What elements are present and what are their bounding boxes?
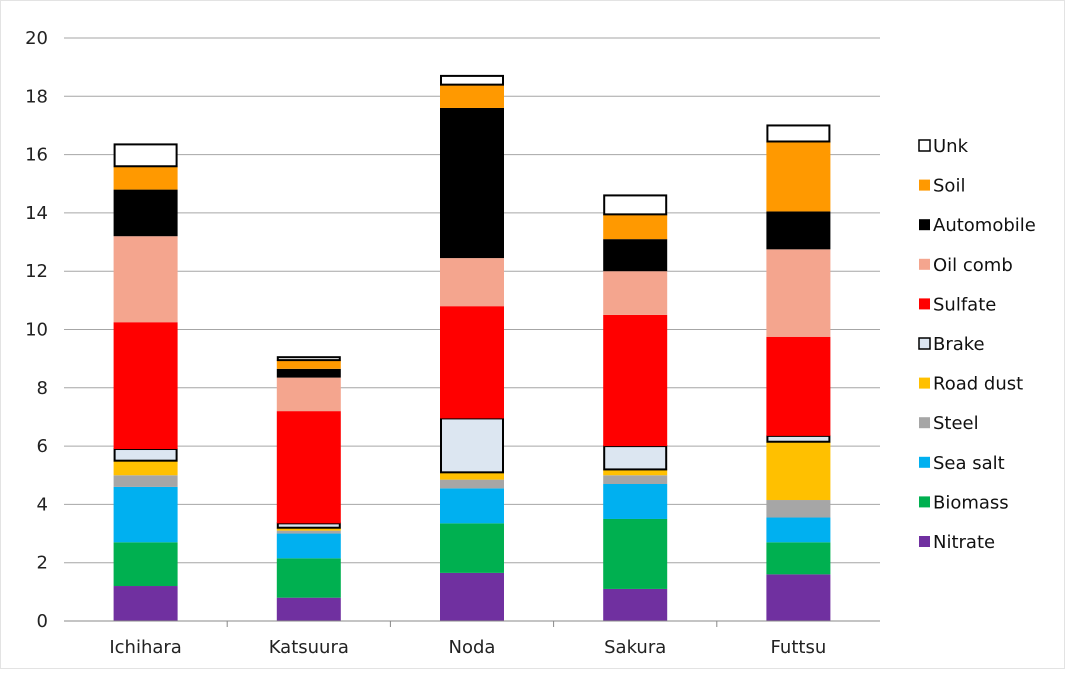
- legend-label-steel: Steel: [933, 413, 979, 434]
- bar-segment-biomass-noda: [440, 523, 504, 573]
- bar-segment-soil-ichihara: [113, 166, 178, 190]
- bar-segment-soil-katsuura: [276, 360, 341, 369]
- legend-swatch-sulfate: [919, 298, 930, 310]
- legend-swatch-oil-comb: [919, 258, 930, 270]
- bar-segment-steel-katsuura: [276, 530, 341, 534]
- bar-segment-nitrate-katsuura: [276, 597, 341, 621]
- y-tick-label: 4: [37, 494, 48, 515]
- legend-swatch-automobile: [919, 219, 930, 231]
- x-tick-label: Katsuura: [269, 637, 349, 658]
- y-tick-label: 6: [37, 436, 48, 457]
- bar-segment-road-dust-katsuura: [276, 527, 341, 531]
- bar-segment-sea-salt-ichihara: [113, 486, 178, 543]
- y-tick-label: 0: [37, 611, 48, 632]
- bar-segment-sulfate-noda: [440, 306, 504, 419]
- bar-segment-biomass-katsuura: [276, 558, 341, 598]
- bar-segment-sea-salt-futtsu: [766, 517, 831, 543]
- bar-segment-biomass-ichihara: [113, 542, 178, 587]
- bar-segment-soil-noda: [440, 84, 504, 108]
- y-tick-label: 18: [25, 86, 48, 107]
- bar-segment-road-dust-ichihara: [113, 460, 178, 476]
- bar-segment-automobile-sakura: [603, 239, 668, 272]
- bar-segment-automobile-ichihara: [113, 189, 178, 237]
- bar-segment-sulfate-ichihara: [113, 322, 178, 450]
- bar-segment-brake-katsuura: [276, 522, 341, 529]
- legend-label-nitrate: Nitrate: [933, 532, 995, 553]
- bar-segment-oil-comb-sakura: [603, 271, 668, 315]
- y-axis-tick-labels: 0 2 4 6 8 10 12 14 16 18 20: [25, 28, 48, 632]
- y-tick-label: 20: [25, 28, 48, 49]
- bar-segment-road-dust-noda: [440, 472, 504, 480]
- y-tick-label: 16: [25, 145, 48, 166]
- y-tick-label: 8: [37, 378, 48, 399]
- bar-segment-brake-futtsu: [766, 434, 831, 443]
- bar-segment-road-dust-sakura: [603, 469, 668, 476]
- x-axis: Ichihara Katsuura Noda Sakura Futtsu: [64, 620, 880, 658]
- bar-segment-automobile-futtsu: [766, 211, 831, 250]
- bar-segment-brake-noda: [440, 417, 504, 474]
- bar-segment-automobile-noda: [440, 107, 504, 259]
- legend-label-automobile: Automobile: [933, 215, 1036, 236]
- bar-segment-biomass-futtsu: [766, 542, 831, 575]
- legend-label-biomass: Biomass: [933, 492, 1009, 513]
- legend-label-oil-comb: Oil comb: [933, 255, 1013, 276]
- bar-segment-sulfate-futtsu: [766, 336, 831, 436]
- bar-segment-unk-noda: [440, 74, 504, 86]
- legend-label-soil: Soil: [933, 176, 965, 197]
- legend-swatch-nitrate: [919, 536, 930, 547]
- bar-segment-oil-comb-noda: [440, 258, 504, 307]
- bar-segment-nitrate-ichihara: [113, 586, 178, 621]
- y-tick-label: 12: [25, 261, 48, 282]
- bar-segment-unk-katsuura: [276, 356, 341, 362]
- bars: [113, 74, 831, 621]
- bar-segment-automobile-katsuura: [276, 368, 341, 378]
- bar-segment-oil-comb-futtsu: [766, 249, 831, 337]
- legend-swatch-steel: [919, 417, 930, 429]
- y-tick-label: 10: [25, 320, 48, 341]
- legend-label-road-dust: Road dust: [933, 374, 1023, 395]
- bar-segment-nitrate-sakura: [603, 588, 668, 621]
- bar-segment-soil-sakura: [603, 214, 668, 240]
- x-tick-label: Noda: [449, 637, 496, 658]
- bar-segment-oil-comb-ichihara: [113, 236, 178, 323]
- legend: Unk Soil Automobile Oil comb Sulfate Brake Roa…: [918, 136, 1036, 553]
- legend-swatch-unk: [918, 139, 931, 152]
- bar-segment-sea-salt-sakura: [603, 483, 668, 519]
- bar-segment-nitrate-noda: [440, 572, 504, 621]
- bar-segment-oil-comb-katsuura: [276, 377, 341, 412]
- bar-segment-unk-sakura: [603, 194, 668, 216]
- legend-swatch-biomass: [919, 496, 930, 508]
- bar-segment-sea-salt-katsuura: [276, 533, 341, 559]
- bar-segment-sulfate-sakura: [603, 314, 668, 447]
- bar-segment-sulfate-katsuura: [276, 411, 341, 524]
- bar-segment-nitrate-futtsu: [766, 574, 831, 621]
- bar-segment-steel-sakura: [603, 475, 668, 484]
- bar-segment-sea-salt-noda: [440, 488, 504, 524]
- y-tick-label: 2: [37, 553, 48, 574]
- legend-label-sulfate: Sulfate: [933, 294, 996, 315]
- x-tick-label: Futtsu: [771, 637, 827, 658]
- bar-segment-steel-futtsu: [766, 500, 831, 518]
- x-tick-label: Ichihara: [109, 637, 181, 658]
- x-tick-label: Sakura: [604, 637, 666, 658]
- legend-swatch-sea-salt: [919, 456, 930, 468]
- bar-segment-brake-sakura: [603, 445, 668, 471]
- legend-label-sea-salt: Sea salt: [933, 453, 1005, 474]
- bar-segment-steel-noda: [440, 479, 504, 489]
- bar-segment-soil-futtsu: [766, 141, 831, 212]
- bar-segment-unk-ichihara: [113, 143, 178, 168]
- bar-segment-brake-ichihara: [113, 448, 178, 462]
- bar-segment-unk-futtsu: [766, 124, 831, 143]
- legend-swatch-brake: [918, 337, 931, 350]
- bar-segment-steel-ichihara: [113, 475, 178, 487]
- legend-swatch-soil: [919, 179, 930, 191]
- y-tick-label: 14: [25, 203, 48, 224]
- bar-segment-road-dust-futtsu: [766, 441, 831, 501]
- legend-label-unk: Unk: [933, 136, 969, 157]
- legend-label-brake: Brake: [933, 334, 985, 355]
- bar-segment-biomass-sakura: [603, 518, 668, 589]
- legend-swatch-road-dust: [919, 377, 930, 389]
